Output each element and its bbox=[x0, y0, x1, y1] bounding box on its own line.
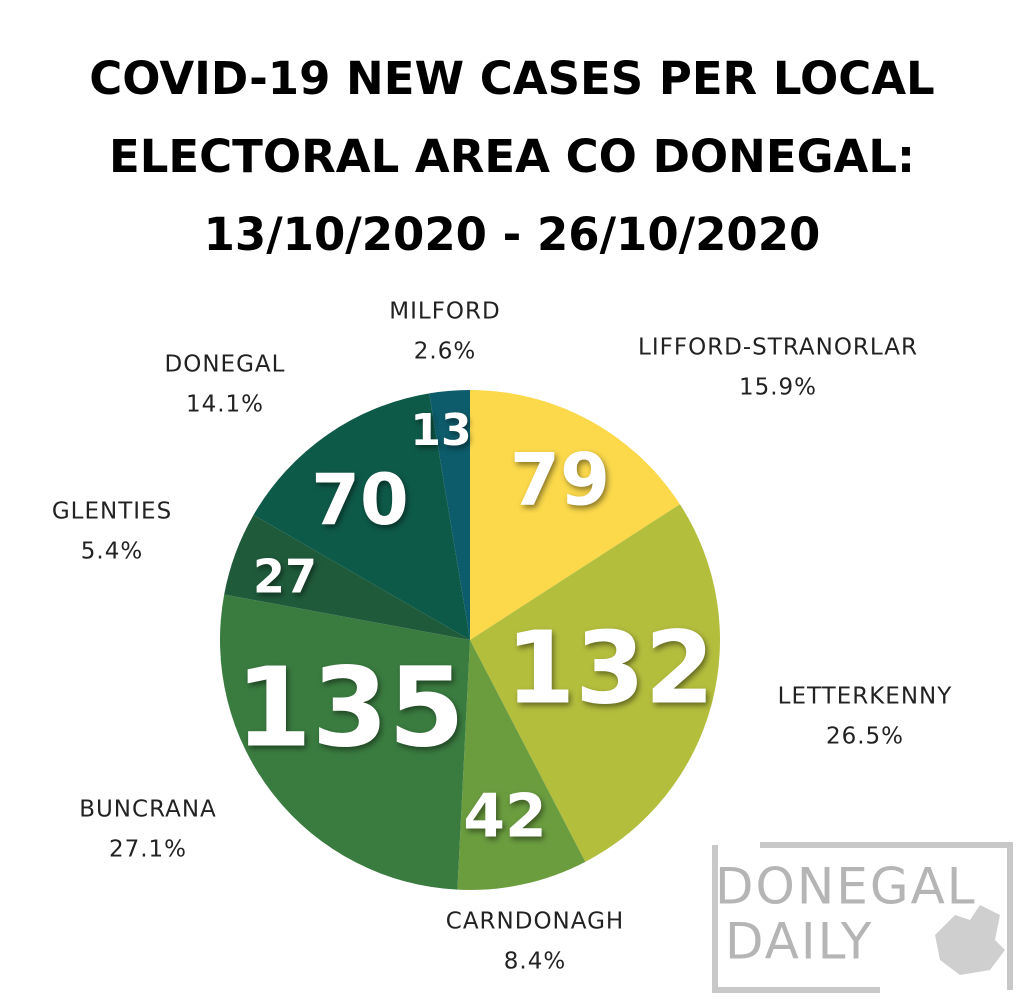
chart-title: COVID-19 NEW CASES PER LOCAL bbox=[89, 52, 934, 105]
logo-map bbox=[935, 905, 1005, 975]
percent-label: 14.1% bbox=[186, 392, 264, 418]
percent-label: 5.4% bbox=[81, 539, 143, 565]
category-label: DONEGAL bbox=[165, 352, 286, 378]
logo-text: DONEGAL bbox=[715, 858, 977, 916]
category-label: BUNCRANA bbox=[79, 797, 217, 823]
pie bbox=[219, 390, 720, 890]
data-label: 135 bbox=[235, 643, 465, 771]
percent-label: 15.9% bbox=[739, 375, 817, 401]
data-label: 70 bbox=[311, 459, 408, 541]
pie-slice bbox=[224, 515, 470, 640]
percent-label: 2.6% bbox=[414, 339, 476, 365]
category-label: LIFFORD-STRANORLAR bbox=[638, 335, 918, 361]
pie-slice bbox=[457, 640, 586, 890]
category-label: GLENTIES bbox=[52, 499, 172, 525]
data-label: 132 bbox=[506, 609, 715, 726]
percent-label: 27.1% bbox=[109, 837, 187, 863]
percent-label: 26.5% bbox=[826, 724, 904, 750]
pie-slice bbox=[253, 393, 470, 640]
chart-title: ELECTORAL AREA CO DONEGAL: bbox=[109, 130, 915, 183]
pie-slice bbox=[219, 594, 470, 890]
data-label: 42 bbox=[463, 782, 547, 852]
category-label: MILFORD bbox=[389, 299, 500, 325]
category-label: LETTERKENNY bbox=[778, 684, 953, 710]
logo-frame bbox=[712, 842, 1013, 993]
pie-slice bbox=[470, 504, 720, 862]
pie-slice bbox=[429, 390, 470, 640]
pie-slice bbox=[470, 390, 680, 640]
chart-title: 13/10/2020 - 26/10/2020 bbox=[204, 208, 821, 261]
data-label: 13 bbox=[410, 405, 471, 456]
data-label: 79 bbox=[510, 438, 610, 522]
data-label: 27 bbox=[253, 550, 317, 604]
logo-text: DAILY bbox=[725, 913, 873, 971]
percent-label: 8.4% bbox=[504, 949, 566, 975]
logo: DONEGAL DAILY bbox=[712, 842, 1013, 993]
category-label: CARNDONAGH bbox=[446, 909, 624, 935]
